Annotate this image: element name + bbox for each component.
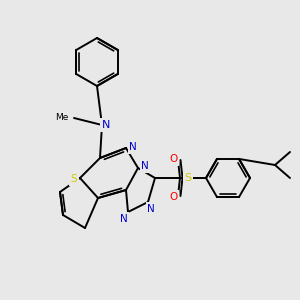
Text: N: N	[141, 161, 149, 171]
Text: N: N	[147, 204, 155, 214]
Text: S: S	[71, 174, 77, 184]
Text: O: O	[169, 154, 177, 164]
Text: N: N	[120, 214, 128, 224]
Text: S: S	[184, 173, 192, 183]
Text: N: N	[129, 142, 137, 152]
Text: Me: Me	[55, 112, 68, 122]
Text: N: N	[102, 120, 110, 130]
Text: O: O	[169, 192, 177, 202]
